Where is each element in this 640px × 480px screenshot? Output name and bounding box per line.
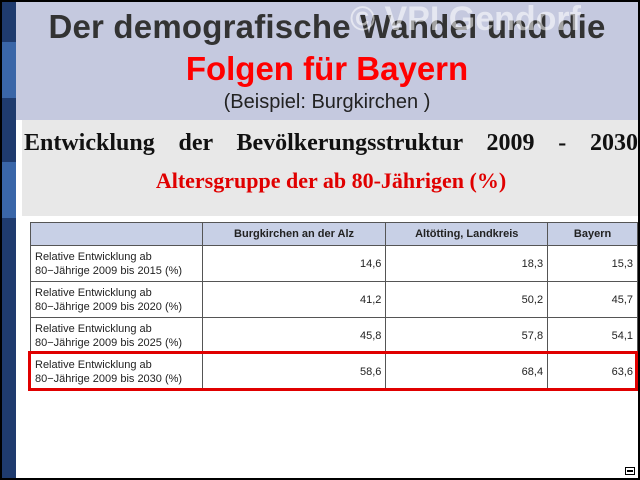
- row-label-line: Relative Entwicklung ab: [35, 322, 152, 335]
- data-table: Burgkirchen an der Alz Altötting, Landkr…: [30, 222, 638, 390]
- table-header-row: Burgkirchen an der Alz Altötting, Landkr…: [30, 222, 638, 246]
- slide-header: Der demografische Wandel und die © VPI G…: [16, 2, 638, 120]
- watermark: © VPI Gendorf: [350, 2, 581, 38]
- table-cell: 15,3: [547, 245, 638, 282]
- table-cell: 14,6: [201, 245, 387, 282]
- slide-title: Der demografische Wandel und die: [48, 8, 606, 45]
- left-bar-notch: [2, 162, 16, 218]
- table-cell: 50,2: [385, 281, 549, 318]
- table-row: Relative Entwicklung ab 80−Jährige 2009 b…: [30, 317, 638, 354]
- heading-strip: [22, 120, 638, 216]
- row-label-line: 80−Jährige 2009 bis 2030 (%): [35, 372, 183, 385]
- row-label-line: Relative Entwicklung ab: [35, 250, 152, 263]
- table-cell: 57,8: [385, 317, 549, 354]
- table-row: Relative Entwicklung ab 80−Jährige 2009 b…: [30, 281, 638, 318]
- left-bar: [2, 2, 16, 478]
- highlight-frame: [28, 351, 638, 391]
- column-header: Altötting, Landkreis: [385, 222, 549, 246]
- minimize-icon[interactable]: [625, 467, 635, 475]
- section-heading: Entwicklung der Bevölkerungsstruktur 200…: [24, 130, 638, 156]
- left-bar-notch: [2, 42, 16, 98]
- row-label-line: 80−Jährige 2009 bis 2025 (%): [35, 336, 183, 349]
- column-header: Bayern: [547, 222, 638, 246]
- slide-subtitle: (Beispiel: Burgkirchen ): [223, 91, 431, 113]
- table-cell: 54,1: [547, 317, 638, 354]
- table-cell: 45,7: [547, 281, 638, 318]
- table-row: Relative Entwicklung ab 80−Jährige 2009 b…: [30, 245, 638, 282]
- table-cell: 18,3: [385, 245, 549, 282]
- row-label-line: Relative Entwicklung ab: [35, 358, 152, 371]
- table-cell: 68,4: [385, 353, 549, 390]
- column-header: Burgkirchen an der Alz: [201, 222, 387, 246]
- section-subheading: Altersgruppe der ab 80-Jährigen (%): [155, 168, 507, 193]
- row-label-line: Relative Entwicklung ab: [35, 286, 152, 299]
- row-label: Relative Entwicklung ab 80−Jährige 2009 b…: [30, 245, 203, 282]
- row-label-line: 80−Jährige 2009 bis 2020 (%): [35, 300, 183, 313]
- table-cell: 58,6: [201, 353, 387, 390]
- row-label: Relative Entwicklung ab 80−Jährige 2009 b…: [30, 353, 203, 390]
- slide-title-highlight: Folgen für Bayern: [185, 50, 469, 87]
- table-cell: 41,2: [201, 281, 387, 318]
- row-label-line: 80−Jährige 2009 bis 2015 (%): [35, 264, 183, 277]
- column-header: [30, 222, 203, 246]
- table-cell: 45,8: [201, 317, 387, 354]
- row-label: Relative Entwicklung ab 80−Jährige 2009 b…: [30, 317, 203, 354]
- row-label: Relative Entwicklung ab 80−Jährige 2009 b…: [30, 281, 203, 318]
